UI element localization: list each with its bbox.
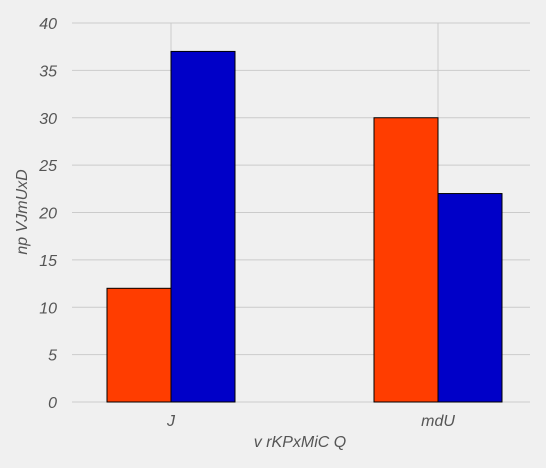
bar-series-1-mdU — [373, 117, 439, 403]
bar-series-2-J — [170, 50, 236, 403]
y-tick-label: 5 — [48, 348, 57, 365]
y-tick-label: 25 — [38, 158, 57, 175]
y-tick-label: 15 — [39, 253, 57, 270]
y-axis-title: np VJmUxD — [14, 169, 31, 255]
y-tick-label: 0 — [48, 395, 57, 412]
x-axis-title: v rKPxMiC Q — [254, 434, 346, 451]
x-tick-label: mdU — [421, 413, 455, 430]
y-axis-ticks: 0 5 10 15 20 25 30 35 40 — [38, 16, 57, 412]
y-tick-label: 30 — [39, 111, 57, 128]
y-tick-label: 10 — [39, 300, 57, 317]
y-tick-label: 40 — [39, 16, 57, 33]
bars — [106, 50, 503, 403]
bar-series-1-J — [106, 287, 172, 403]
y-tick-label: 35 — [39, 63, 57, 80]
y-tick-label: 20 — [38, 206, 57, 223]
bar-series-2-mdU — [437, 193, 503, 403]
x-tick-label: J — [166, 413, 176, 430]
